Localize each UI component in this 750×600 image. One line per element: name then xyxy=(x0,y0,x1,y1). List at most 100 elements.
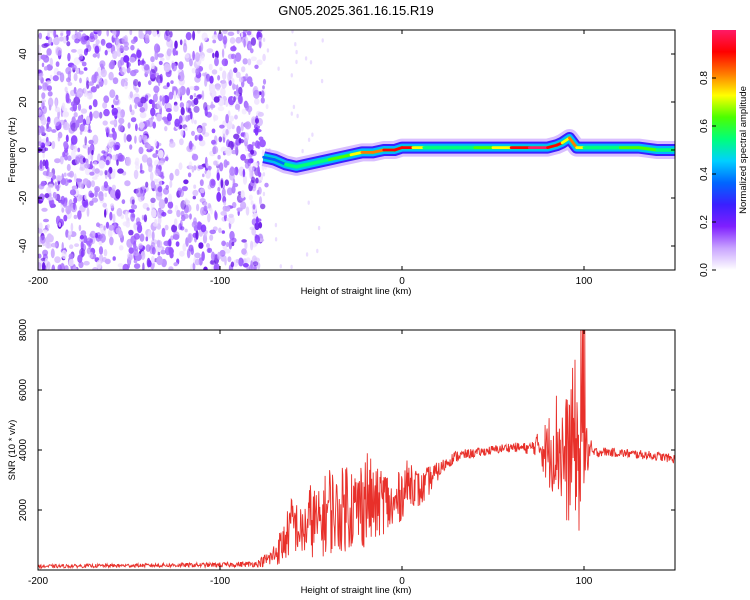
noise-speck xyxy=(61,173,65,184)
noise-speck xyxy=(160,175,165,179)
noise-speck xyxy=(191,153,199,161)
noise-speck xyxy=(40,145,47,154)
noise-speck xyxy=(295,49,298,55)
noise-speck xyxy=(55,98,58,109)
noise-speck xyxy=(233,91,237,95)
noise-speck xyxy=(245,206,250,216)
noise-speck xyxy=(130,117,137,123)
noise-speck xyxy=(201,54,205,62)
noise-speck xyxy=(243,30,248,33)
spectrogram-ytick-label: -40 xyxy=(18,238,29,253)
noise-speck xyxy=(104,49,108,56)
noise-speck xyxy=(129,91,133,99)
noise-speck xyxy=(219,124,225,129)
noise-speck xyxy=(250,37,256,46)
noise-speck xyxy=(177,187,183,195)
ridge-segment xyxy=(316,158,331,164)
noise-speck xyxy=(240,32,244,38)
noise-speck xyxy=(64,155,68,161)
noise-speck xyxy=(71,185,78,190)
noise-speck xyxy=(89,171,95,176)
noise-speck xyxy=(250,200,254,206)
noise-speck xyxy=(68,259,75,267)
noise-speck xyxy=(128,253,133,261)
noise-speck xyxy=(71,64,77,70)
noise-speck xyxy=(77,254,83,263)
noise-speck xyxy=(133,169,139,180)
noise-speck xyxy=(54,256,61,264)
snr-ytick-label: 8000 xyxy=(18,318,29,341)
noise-speck xyxy=(236,30,240,35)
noise-speck xyxy=(195,68,200,75)
noise-speck xyxy=(290,264,293,270)
noise-speck xyxy=(165,30,170,36)
noise-speck xyxy=(67,70,71,81)
noise-speck xyxy=(193,105,200,113)
spectral-ridge xyxy=(261,129,675,176)
noise-speck xyxy=(217,106,225,112)
noise-speck xyxy=(177,87,183,97)
noise-speck xyxy=(77,48,83,55)
noise-speck xyxy=(54,192,58,200)
noise-speck xyxy=(53,116,61,127)
noise-speck xyxy=(156,113,163,122)
noise-speck xyxy=(77,103,82,111)
noise-speck xyxy=(246,266,250,270)
noise-speck xyxy=(183,43,188,53)
noise-speck xyxy=(236,125,241,135)
noise-speck xyxy=(104,209,107,218)
noise-speck xyxy=(126,238,133,248)
noise-speck xyxy=(264,182,269,188)
snr-xtick-label: 0 xyxy=(399,576,405,587)
noise-speck xyxy=(112,213,116,224)
noise-speck xyxy=(105,42,113,49)
noise-speck xyxy=(72,266,77,270)
noise-speck xyxy=(232,83,236,91)
noise-speck xyxy=(231,149,238,155)
noise-speck xyxy=(133,96,141,105)
noise-speck xyxy=(129,30,133,36)
noise-speck xyxy=(295,59,298,65)
noise-speck xyxy=(135,123,138,132)
noise-speck xyxy=(175,241,180,247)
noise-speck xyxy=(109,59,115,70)
noise-speck xyxy=(110,203,115,209)
noise-speck xyxy=(240,154,247,161)
noise-speck xyxy=(219,249,226,257)
noise-speck xyxy=(47,91,53,97)
noise-speck xyxy=(39,159,43,170)
noise-speck xyxy=(150,197,156,203)
noise-speck xyxy=(43,229,48,234)
noise-speck xyxy=(164,224,169,231)
noise-speck xyxy=(206,162,209,169)
colorbar-tick-label: 0.8 xyxy=(699,71,710,85)
noise-speck xyxy=(107,228,113,238)
noise-speck xyxy=(248,109,251,115)
noise-speck xyxy=(216,191,222,202)
noise-speck xyxy=(111,107,119,115)
noise-speck xyxy=(79,77,82,84)
noise-speck xyxy=(228,239,233,250)
noise-speck xyxy=(66,30,71,37)
noise-speck xyxy=(88,105,92,110)
colorbar-tick-label: 0.0 xyxy=(699,263,710,277)
colorbar-bar xyxy=(712,30,736,270)
noise-speck xyxy=(107,169,110,178)
snr-xtick-label: -200 xyxy=(28,576,48,587)
noise-speck xyxy=(140,251,146,260)
noise-speck xyxy=(109,236,114,246)
noise-speck xyxy=(238,257,244,267)
noise-speck xyxy=(135,187,142,198)
noise-speck xyxy=(213,263,220,270)
noise-speck xyxy=(105,221,110,229)
noise-speck xyxy=(260,203,266,210)
noise-speck xyxy=(196,221,202,231)
noise-speck xyxy=(63,172,67,177)
noise-speck xyxy=(56,184,60,192)
noise-speck xyxy=(82,178,90,186)
noise-speck xyxy=(109,89,116,98)
noise-speck xyxy=(75,32,82,39)
noise-speck xyxy=(213,113,216,123)
noise-speck xyxy=(38,32,43,40)
